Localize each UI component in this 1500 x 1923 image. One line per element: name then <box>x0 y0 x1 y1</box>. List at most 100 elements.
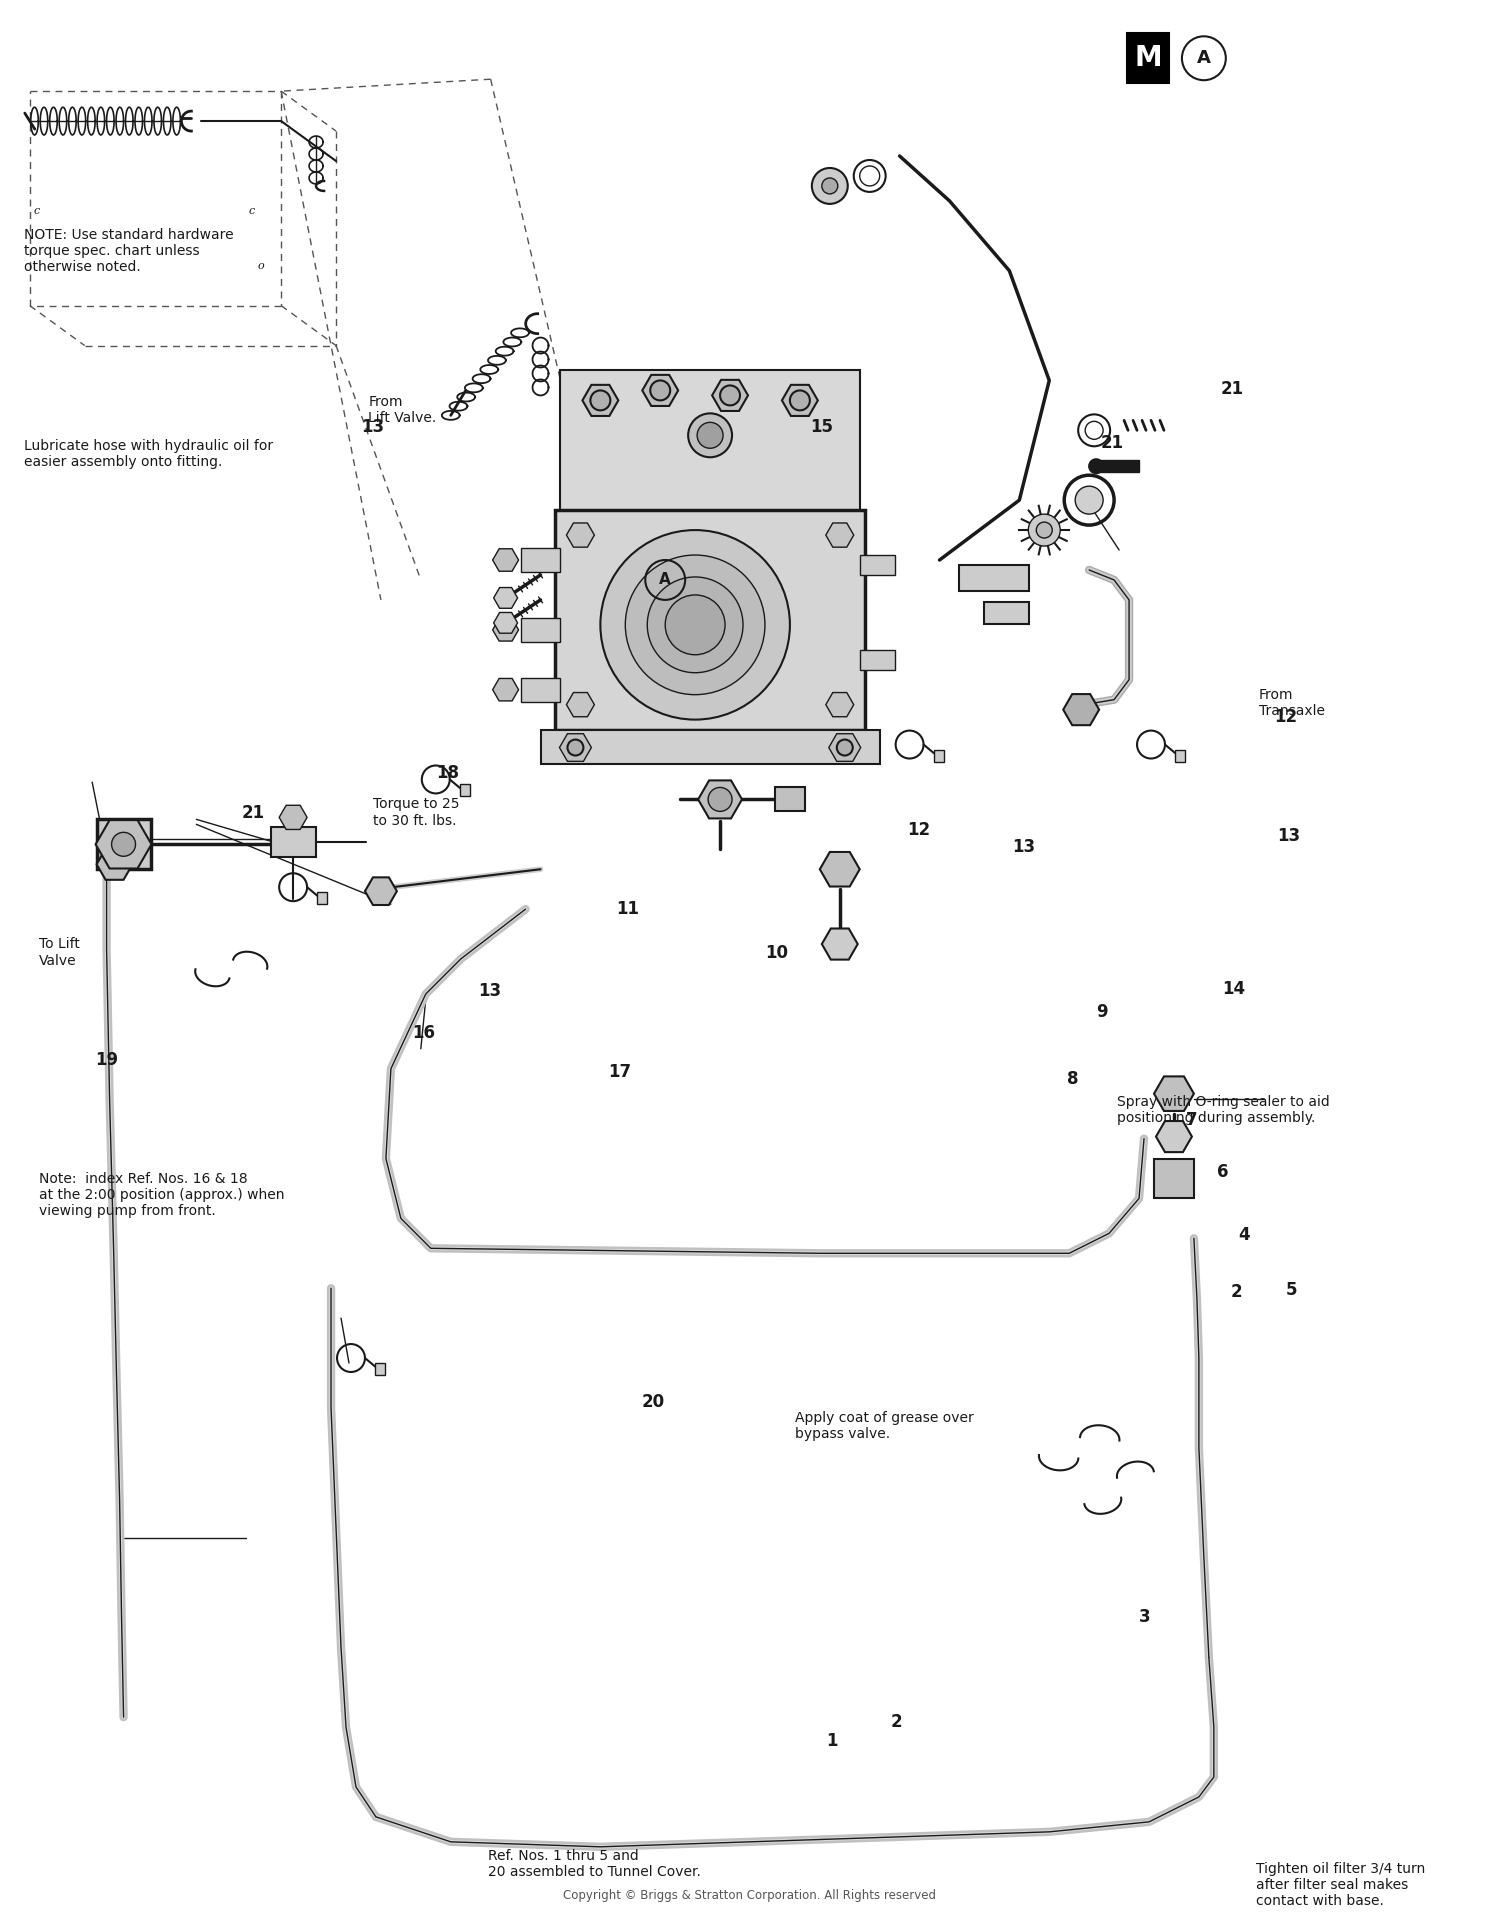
Text: 10: 10 <box>765 944 789 962</box>
Polygon shape <box>582 385 618 415</box>
Polygon shape <box>279 806 308 829</box>
Text: 20: 20 <box>640 1392 664 1411</box>
Circle shape <box>1076 487 1102 513</box>
Bar <box>1126 33 1168 83</box>
Circle shape <box>650 381 670 400</box>
Bar <box>1174 750 1185 762</box>
Bar <box>859 556 894 575</box>
Text: 13: 13 <box>478 983 501 1000</box>
Bar <box>520 548 561 571</box>
Text: 12: 12 <box>1274 708 1298 725</box>
Circle shape <box>664 594 724 654</box>
Circle shape <box>648 577 742 673</box>
Text: 15: 15 <box>810 417 834 437</box>
Text: c: c <box>33 206 40 215</box>
Text: 19: 19 <box>94 1052 118 1069</box>
Bar <box>859 650 894 669</box>
Bar <box>984 602 1029 623</box>
Polygon shape <box>1156 1121 1192 1152</box>
Text: 12: 12 <box>908 821 930 838</box>
Circle shape <box>790 390 810 410</box>
Text: Tighten oil filter 3/4 turn
after filter seal makes
contact with base.: Tighten oil filter 3/4 turn after filter… <box>1256 1861 1425 1908</box>
Circle shape <box>626 556 765 694</box>
Text: Torque to 25
to 30 ft. lbs.: Torque to 25 to 30 ft. lbs. <box>374 798 459 827</box>
Text: 13: 13 <box>362 417 384 437</box>
Polygon shape <box>560 735 591 762</box>
Text: From
Transaxle: From Transaxle <box>1258 688 1324 719</box>
Text: M: M <box>1134 44 1162 73</box>
Circle shape <box>688 413 732 458</box>
Polygon shape <box>1064 694 1100 725</box>
Bar <box>561 371 860 515</box>
Polygon shape <box>494 588 517 608</box>
Polygon shape <box>642 375 678 406</box>
Bar <box>520 617 561 642</box>
Text: Note:  index Ref. Nos. 16 & 18
at the 2:00 position (approx.) when
viewing pump : Note: index Ref. Nos. 16 & 18 at the 2:0… <box>39 1171 285 1217</box>
Circle shape <box>708 787 732 812</box>
Text: Lubricate hose with hydraulic oil for
easier assembly onto fitting.: Lubricate hose with hydraulic oil for ea… <box>24 438 273 469</box>
Text: 1: 1 <box>827 1733 839 1750</box>
Text: A: A <box>660 573 670 587</box>
Bar <box>1094 460 1138 473</box>
Text: o: o <box>258 262 264 271</box>
Bar <box>776 787 806 812</box>
Text: 7: 7 <box>1185 1111 1197 1129</box>
Text: A: A <box>1197 50 1210 67</box>
Polygon shape <box>96 819 152 869</box>
Polygon shape <box>827 692 854 717</box>
Bar <box>960 565 1029 590</box>
Bar <box>555 510 864 729</box>
Text: 4: 4 <box>1238 1225 1250 1244</box>
Bar <box>375 1363 386 1375</box>
Circle shape <box>698 423 723 448</box>
Polygon shape <box>364 877 398 906</box>
Polygon shape <box>492 548 519 571</box>
Circle shape <box>1029 513 1060 546</box>
Text: NOTE: Use standard hardware
torque spec. chart unless
otherwise noted.: NOTE: Use standard hardware torque spec.… <box>24 227 234 275</box>
Circle shape <box>111 833 135 856</box>
Bar <box>96 819 152 869</box>
Text: 5: 5 <box>1286 1281 1298 1300</box>
Polygon shape <box>821 852 860 887</box>
Polygon shape <box>492 619 519 640</box>
Polygon shape <box>712 381 748 412</box>
Polygon shape <box>494 613 517 633</box>
Text: 6: 6 <box>1216 1163 1228 1181</box>
Polygon shape <box>492 679 519 700</box>
Text: 21: 21 <box>1220 381 1244 398</box>
Polygon shape <box>567 692 594 717</box>
Text: Ref. Nos. 1 thru 5 and
20 assembled to Tunnel Cover.: Ref. Nos. 1 thru 5 and 20 assembled to T… <box>488 1848 700 1879</box>
Polygon shape <box>822 929 858 960</box>
Bar <box>1154 1158 1194 1198</box>
Text: 16: 16 <box>413 1025 435 1042</box>
Text: c: c <box>248 206 255 215</box>
Circle shape <box>591 390 610 410</box>
Bar <box>316 892 327 904</box>
Circle shape <box>567 740 584 756</box>
Text: 2: 2 <box>891 1713 903 1731</box>
Circle shape <box>1036 523 1053 538</box>
Text: To Lift
Valve: To Lift Valve <box>39 938 80 967</box>
Bar <box>459 785 470 796</box>
Text: 21: 21 <box>1101 433 1124 452</box>
Polygon shape <box>1154 1077 1194 1111</box>
Text: Spray with O-ring sealer to aid
positioning during assembly.: Spray with O-ring sealer to aid position… <box>1116 1094 1329 1125</box>
Polygon shape <box>782 385 818 415</box>
Text: Copyright © Briggs & Stratton Corporation. All Rights reserved: Copyright © Briggs & Stratton Corporatio… <box>564 1888 936 1902</box>
Polygon shape <box>698 781 742 819</box>
Bar <box>272 827 316 858</box>
Polygon shape <box>567 523 594 548</box>
Text: 13: 13 <box>1276 827 1300 844</box>
Circle shape <box>720 385 740 406</box>
Text: 18: 18 <box>436 763 459 781</box>
Bar <box>540 729 879 765</box>
Text: 9: 9 <box>1096 1004 1107 1021</box>
Circle shape <box>1089 460 1102 473</box>
Text: 13: 13 <box>1013 838 1035 856</box>
Polygon shape <box>96 848 132 881</box>
Text: 11: 11 <box>616 900 639 917</box>
Text: 14: 14 <box>1221 981 1245 998</box>
Text: Apply coat of grease over
bypass valve.: Apply coat of grease over bypass valve. <box>795 1411 974 1442</box>
Bar <box>520 677 561 702</box>
Circle shape <box>837 740 852 756</box>
